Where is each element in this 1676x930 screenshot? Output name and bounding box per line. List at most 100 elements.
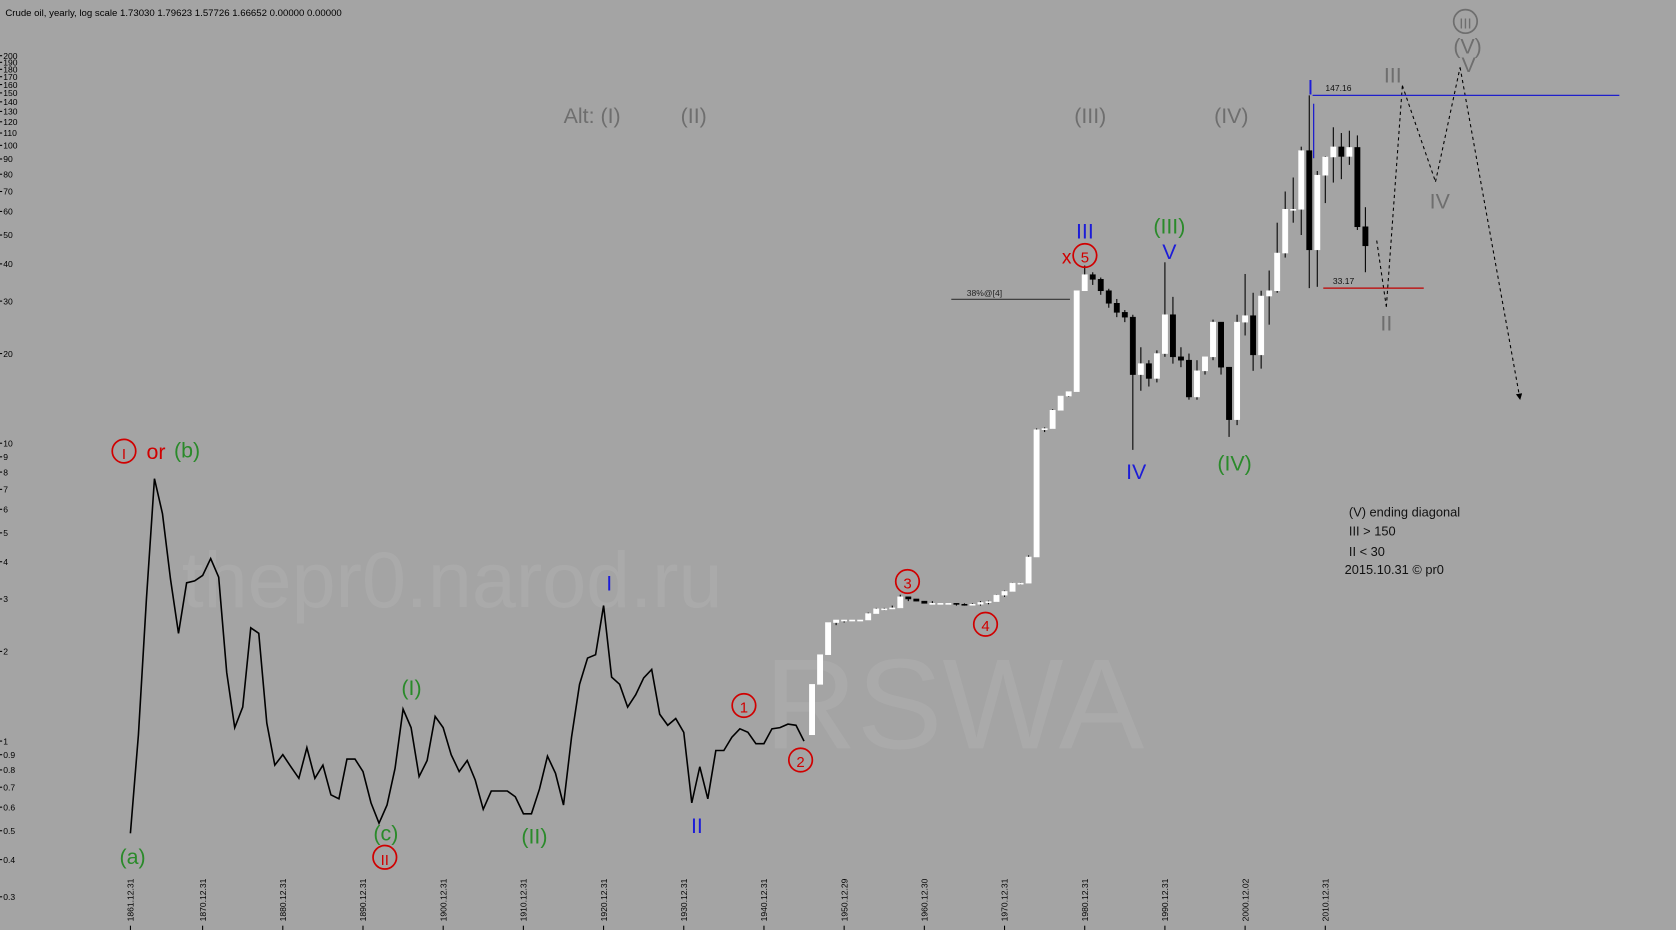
y-tick-label: 5 bbox=[3, 528, 8, 538]
y-tick-label: 9 bbox=[3, 452, 8, 462]
x-tick-label: 1980.12.31 bbox=[1080, 878, 1090, 921]
note: II < 30 bbox=[1349, 544, 1385, 559]
annotation-circle bbox=[972, 611, 999, 637]
y-tick-label: 1 bbox=[3, 736, 8, 746]
annotation: (III) bbox=[1074, 104, 1106, 128]
projection-path bbox=[1376, 67, 1520, 398]
candle-body bbox=[1202, 356, 1208, 372]
candle-body bbox=[1097, 279, 1104, 292]
candle-body bbox=[809, 684, 816, 736]
y-tick-label: 150 bbox=[3, 88, 18, 98]
candle-body bbox=[1001, 591, 1008, 596]
candle-body bbox=[929, 603, 936, 605]
candle-body bbox=[1242, 315, 1249, 323]
annotation: I bbox=[122, 446, 126, 463]
candle-body bbox=[849, 619, 856, 622]
annotation-circle bbox=[1072, 242, 1098, 269]
candle-body bbox=[1314, 174, 1321, 251]
annotation-circle bbox=[787, 747, 814, 773]
y-tick-label: 160 bbox=[3, 80, 18, 90]
annotation: or bbox=[147, 440, 166, 464]
candle-body bbox=[1346, 147, 1353, 157]
candle-body bbox=[1306, 150, 1313, 251]
annotation: II bbox=[1380, 312, 1392, 336]
candle-body bbox=[1033, 429, 1040, 558]
y-tick-label: 60 bbox=[3, 207, 13, 217]
candle-body bbox=[1041, 428, 1048, 430]
y-tick-label: 2 bbox=[3, 647, 8, 657]
annotation: 2 bbox=[796, 754, 804, 771]
y-tick-label: 20 bbox=[3, 349, 13, 359]
candle-body bbox=[833, 619, 840, 623]
watermark: RSWA bbox=[764, 633, 1144, 776]
y-tick-label: 3 bbox=[3, 594, 8, 604]
y-tick-label: 110 bbox=[3, 128, 17, 138]
candle-body bbox=[1186, 359, 1192, 398]
y-tick-label: 70 bbox=[3, 187, 13, 197]
y-tick-label: 0.3 bbox=[3, 892, 15, 902]
y-tick-label: 140 bbox=[3, 97, 18, 107]
annotation: II bbox=[381, 852, 389, 869]
candle-body bbox=[873, 608, 880, 614]
y-tick-label: 30 bbox=[3, 296, 13, 306]
candle-body bbox=[1282, 209, 1289, 254]
y-tick-label: 0.5 bbox=[3, 826, 15, 836]
x-tick-label: 1930.12.31 bbox=[679, 878, 689, 921]
annotation-circle bbox=[372, 844, 398, 870]
annotation: 4 bbox=[981, 618, 989, 635]
level-label: 33.17 bbox=[1333, 276, 1355, 286]
x-tick-label: 1920.12.31 bbox=[599, 878, 609, 921]
candle-body bbox=[1025, 556, 1032, 584]
x-tick-label: 1900.12.31 bbox=[438, 878, 448, 921]
annotation: (IV) bbox=[1214, 104, 1248, 128]
candle-body bbox=[1129, 316, 1136, 375]
annotation: V bbox=[1162, 240, 1177, 264]
candle-body bbox=[1330, 146, 1337, 158]
candle-body bbox=[897, 596, 904, 609]
annotation: IV bbox=[1430, 190, 1451, 214]
candle-body bbox=[977, 602, 984, 605]
candle-body bbox=[889, 607, 896, 610]
candle-body bbox=[1137, 363, 1144, 375]
candle-body bbox=[1218, 321, 1224, 368]
candle-body bbox=[985, 601, 992, 603]
candle-body bbox=[1089, 274, 1096, 280]
candle-body bbox=[1338, 146, 1345, 157]
annotation: IV bbox=[1126, 460, 1147, 484]
candle-body bbox=[865, 613, 872, 621]
annotation: Alt: (I) bbox=[564, 104, 621, 128]
candle-body bbox=[921, 600, 928, 604]
y-tick-label: 90 bbox=[3, 154, 13, 164]
candle-body bbox=[1266, 290, 1273, 297]
y-tick-label: 10 bbox=[3, 438, 13, 448]
annotation: x bbox=[1062, 247, 1072, 268]
x-tick-label: 1870.12.31 bbox=[198, 878, 208, 921]
candle-body bbox=[1153, 353, 1160, 379]
x-tick-label: 2000.12.02 bbox=[1240, 878, 1250, 921]
candle-body bbox=[1226, 366, 1233, 420]
annotation-circle bbox=[1452, 8, 1479, 35]
candle-body bbox=[961, 603, 968, 606]
x-tick-label: 1960.12.30 bbox=[920, 878, 930, 921]
y-tick-label: 80 bbox=[3, 169, 13, 179]
annotation: V bbox=[1462, 53, 1477, 77]
y-tick-label: 130 bbox=[3, 107, 18, 117]
annotation: (c) bbox=[373, 821, 398, 845]
annotation-circle bbox=[894, 568, 921, 595]
candle-body bbox=[1081, 274, 1088, 292]
candle-body bbox=[817, 654, 824, 685]
candle-body bbox=[1169, 314, 1176, 358]
x-tick-label: 2010.12.31 bbox=[1321, 878, 1331, 921]
candle-body bbox=[969, 603, 976, 606]
candle-body bbox=[1354, 147, 1361, 228]
annotation: III bbox=[1384, 64, 1402, 88]
level-label: 147.16 bbox=[1325, 83, 1351, 93]
y-tick-label: 0.9 bbox=[3, 750, 15, 760]
y-tick-label: 0.8 bbox=[3, 765, 15, 775]
annotation-circle bbox=[111, 438, 137, 464]
annotation: I bbox=[606, 571, 612, 595]
candle-body bbox=[1322, 156, 1329, 176]
y-tick-label: 4 bbox=[3, 557, 8, 567]
watermark: thepr0.narod.ru bbox=[182, 535, 723, 624]
y-tick-label: 0.7 bbox=[3, 782, 15, 792]
